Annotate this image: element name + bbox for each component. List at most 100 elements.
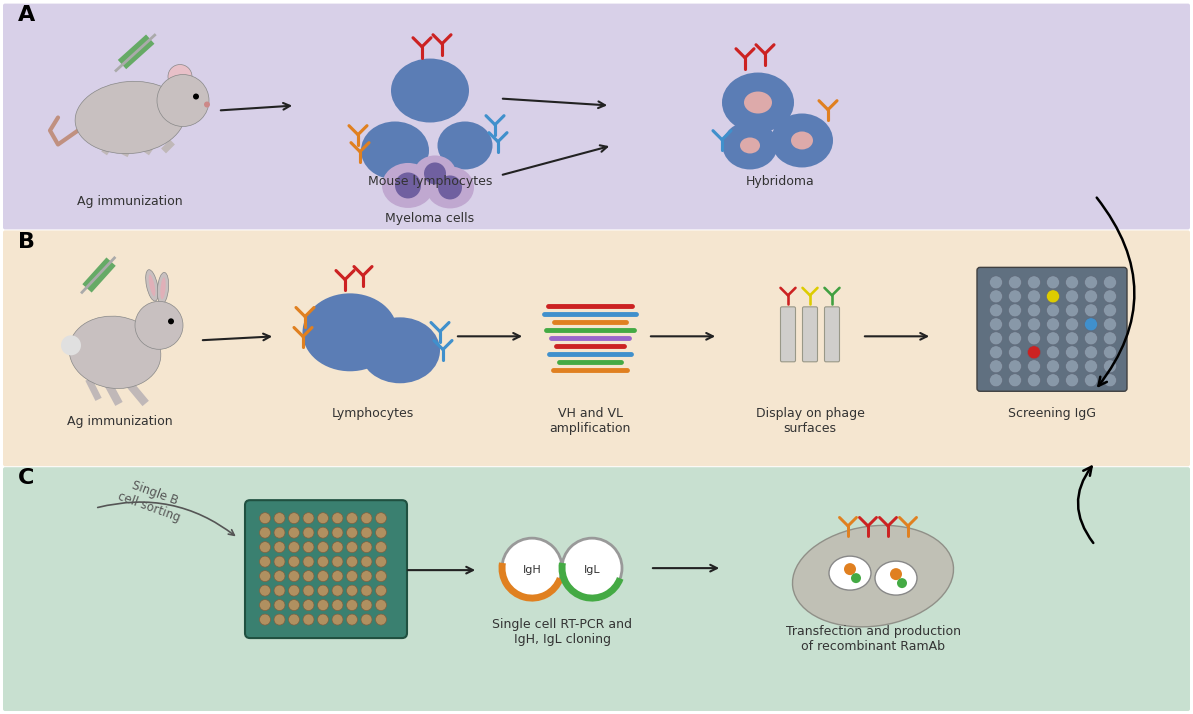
Ellipse shape [740, 138, 760, 154]
Ellipse shape [149, 275, 155, 296]
FancyBboxPatch shape [245, 501, 407, 638]
Circle shape [361, 600, 372, 610]
Circle shape [851, 573, 861, 583]
Circle shape [1065, 332, 1078, 345]
Circle shape [424, 163, 446, 184]
Circle shape [376, 542, 387, 553]
Ellipse shape [744, 91, 772, 114]
Circle shape [303, 570, 314, 582]
Circle shape [502, 538, 562, 598]
Circle shape [1008, 374, 1021, 387]
Ellipse shape [874, 561, 917, 595]
Circle shape [1027, 318, 1040, 331]
Circle shape [1008, 360, 1021, 373]
Ellipse shape [414, 156, 456, 191]
Ellipse shape [160, 278, 166, 299]
Circle shape [260, 614, 271, 625]
Circle shape [204, 101, 210, 108]
Circle shape [1084, 346, 1098, 359]
Circle shape [303, 614, 314, 625]
Circle shape [260, 585, 271, 596]
Circle shape [1104, 346, 1117, 359]
Circle shape [1027, 374, 1040, 387]
Circle shape [989, 318, 1002, 331]
Circle shape [1104, 332, 1117, 345]
Text: A: A [18, 4, 36, 24]
Circle shape [897, 578, 907, 588]
Circle shape [260, 556, 271, 567]
Circle shape [168, 64, 192, 89]
Text: Hybridoma: Hybridoma [746, 176, 815, 188]
Circle shape [1027, 290, 1040, 303]
Circle shape [317, 585, 328, 596]
Circle shape [346, 527, 358, 538]
Circle shape [376, 570, 387, 582]
Circle shape [274, 527, 285, 538]
Ellipse shape [829, 556, 871, 590]
Circle shape [274, 570, 285, 582]
Circle shape [1065, 374, 1078, 387]
Circle shape [1084, 290, 1098, 303]
Circle shape [989, 332, 1002, 345]
FancyBboxPatch shape [4, 4, 1189, 229]
Circle shape [274, 513, 285, 523]
Circle shape [332, 527, 344, 538]
FancyArrowPatch shape [1096, 198, 1135, 386]
Circle shape [1104, 304, 1117, 317]
Circle shape [361, 614, 372, 625]
Circle shape [289, 600, 299, 610]
Circle shape [332, 600, 344, 610]
Circle shape [193, 94, 199, 99]
Ellipse shape [69, 316, 161, 388]
Circle shape [1027, 332, 1040, 345]
Text: Transfection and production
of recombinant RamAb: Transfection and production of recombina… [785, 625, 960, 653]
Circle shape [1008, 318, 1021, 331]
Ellipse shape [360, 317, 440, 383]
Circle shape [346, 542, 358, 553]
Circle shape [989, 360, 1002, 373]
FancyBboxPatch shape [803, 307, 817, 362]
Circle shape [376, 513, 387, 523]
Circle shape [1008, 276, 1021, 289]
Circle shape [1104, 276, 1117, 289]
Circle shape [274, 600, 285, 610]
Ellipse shape [303, 293, 397, 371]
Circle shape [332, 614, 344, 625]
Circle shape [303, 527, 314, 538]
Circle shape [1046, 318, 1059, 331]
Circle shape [260, 542, 271, 553]
Circle shape [1046, 346, 1059, 359]
Text: VH and VL
amplification: VH and VL amplification [549, 407, 631, 436]
Circle shape [289, 585, 299, 596]
Circle shape [1065, 346, 1078, 359]
Circle shape [317, 556, 328, 567]
Circle shape [1027, 276, 1040, 289]
Circle shape [317, 542, 328, 553]
Ellipse shape [391, 59, 469, 123]
Text: Screening IgG: Screening IgG [1008, 407, 1096, 421]
Circle shape [1084, 332, 1098, 345]
Circle shape [274, 542, 285, 553]
Circle shape [1065, 304, 1078, 317]
Circle shape [289, 614, 299, 625]
Circle shape [1046, 290, 1059, 303]
Text: Single B
cell sorting: Single B cell sorting [117, 476, 187, 525]
Circle shape [332, 556, 344, 567]
Ellipse shape [771, 114, 833, 168]
FancyBboxPatch shape [824, 307, 840, 362]
Circle shape [1084, 276, 1098, 289]
Text: Ag immunization: Ag immunization [78, 196, 183, 208]
Text: C: C [18, 468, 35, 488]
Circle shape [346, 614, 358, 625]
Circle shape [1027, 346, 1040, 359]
Circle shape [61, 336, 81, 356]
Circle shape [260, 527, 271, 538]
FancyBboxPatch shape [4, 231, 1189, 466]
Text: B: B [18, 232, 35, 252]
Circle shape [376, 585, 387, 596]
Circle shape [1046, 276, 1059, 289]
Circle shape [289, 542, 299, 553]
Circle shape [361, 527, 372, 538]
Ellipse shape [426, 166, 474, 208]
Circle shape [1008, 346, 1021, 359]
